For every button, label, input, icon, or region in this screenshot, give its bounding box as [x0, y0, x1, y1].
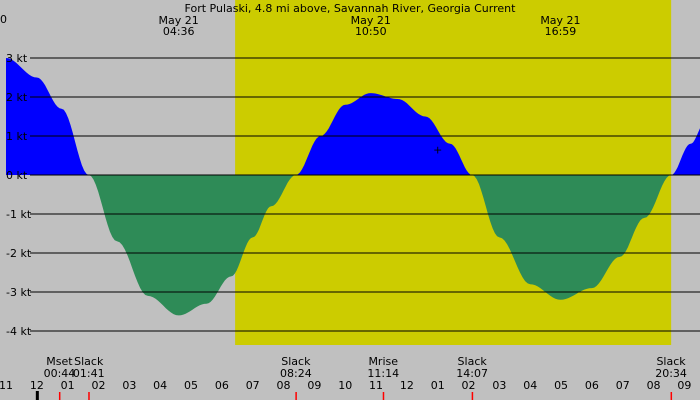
x-tick-label-21: 08	[647, 379, 661, 392]
event-marker-2	[295, 392, 297, 400]
chart-title-prefix: 0	[0, 13, 7, 26]
grid-lines	[30, 57, 700, 332]
x-tick-label-5: 04	[153, 379, 167, 392]
ebb-area-1	[88, 175, 296, 316]
x-tick-label-20: 07	[616, 379, 630, 392]
y-tick-label-4: -1 kt	[6, 208, 32, 221]
x-tick-label-7: 06	[215, 379, 229, 392]
x-tick-label-6: 05	[184, 379, 198, 392]
event-marker-5	[670, 392, 673, 400]
y-axis-ticks: 3 kt 2 kt 1 kt 0 kt -1 kt -2 kt -3 kt -4 kt	[6, 52, 32, 338]
current-time-marker: +	[433, 144, 442, 157]
event-time-0: 00:44	[44, 367, 76, 380]
x-tick-label-8: 07	[246, 379, 260, 392]
peak-time-1: 10:50	[355, 25, 387, 38]
y-tick-label-5: -2 kt	[6, 247, 32, 260]
peak-date-2: May 21	[540, 14, 580, 27]
flood-area-4	[671, 128, 700, 175]
x-tick-label-10: 09	[307, 379, 321, 392]
event-label-3: Mrise	[368, 355, 398, 368]
flood-area-2	[295, 93, 473, 175]
y-tick-label-2: 1 kt	[6, 130, 28, 143]
y-tick-label-0: 3 kt	[6, 52, 28, 65]
event-label-2: Slack	[281, 355, 311, 368]
event-marker-0	[58, 392, 61, 400]
x-tick-label-9: 08	[277, 379, 291, 392]
x-axis-ticks: 11 12 01 02 03 04 05 06 07 08 09 10 11 12 01 02 03 04 05 06…	[0, 379, 691, 392]
x-tick-label-1: 12	[30, 379, 44, 392]
y-tick-label-1: 2 kt	[6, 91, 28, 104]
x-tick-label-17: 04	[523, 379, 537, 392]
peak-date-1: May 21	[351, 14, 391, 27]
x-tick-label-2: 01	[61, 379, 75, 392]
x-tick-label-12: 11	[369, 379, 383, 392]
ebb-area-3	[472, 175, 672, 300]
event-marker-1	[88, 392, 90, 400]
peak-time-0: 04:36	[163, 25, 195, 38]
x-tick-label-15: 02	[462, 379, 476, 392]
event-time-5: 20:34	[655, 367, 687, 380]
x-tick-label-22: 09	[677, 379, 691, 392]
event-label-5: Slack	[656, 355, 686, 368]
x-tick-label-18: 05	[554, 379, 568, 392]
peak-time-2: 16:59	[545, 25, 577, 38]
y-tick-label-3: 0 kt	[6, 169, 28, 182]
event-label-4: Slack	[458, 355, 488, 368]
midnight-marker	[35, 391, 39, 400]
x-tick-label-19: 06	[585, 379, 599, 392]
event-time-4: 14:07	[456, 367, 488, 380]
event-label-0: Mset	[46, 355, 73, 368]
chart-title: Fort Pulaski, 4.8 mi above, Savannah Riv…	[185, 2, 517, 15]
event-label-1: Slack	[74, 355, 104, 368]
x-tick-label-3: 02	[92, 379, 106, 392]
y-tick-label-7: -4 kt	[6, 325, 32, 338]
event-labels: Mset00:44Slack01:41Slack08:24Mrise11:14S…	[35, 355, 687, 400]
event-marker-3	[382, 392, 385, 400]
x-tick-label-13: 12	[400, 379, 414, 392]
event-time-2: 08:24	[280, 367, 312, 380]
x-tick-label-0: 11	[0, 379, 13, 392]
event-time-1: 01:41	[73, 367, 105, 380]
peak-date-0: May 21	[159, 14, 199, 27]
x-tick-label-11: 10	[338, 379, 352, 392]
x-tick-label-16: 03	[492, 379, 506, 392]
y-tick-label-6: -3 kt	[6, 286, 32, 299]
x-tick-label-14: 01	[431, 379, 445, 392]
x-tick-label-4: 03	[122, 379, 136, 392]
flood-area-0	[6, 58, 89, 175]
event-time-3: 11:14	[367, 367, 399, 380]
current-areas	[6, 58, 700, 316]
event-marker-4	[471, 392, 474, 400]
